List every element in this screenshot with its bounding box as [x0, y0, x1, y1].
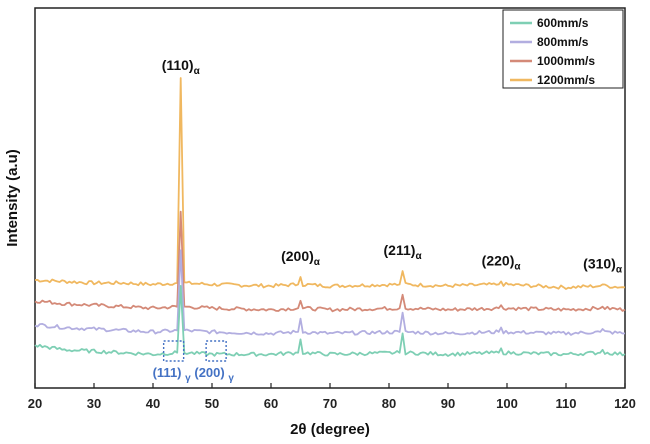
peak-label-subscript: α — [616, 264, 623, 275]
x-tick-label: 70 — [323, 396, 337, 411]
peak-label-subscript: α — [194, 66, 201, 77]
legend-entry: 800mm/s — [537, 35, 589, 49]
gamma-box — [162, 340, 185, 362]
x-tick-label: 30 — [87, 396, 101, 411]
series-line — [34, 285, 626, 357]
series-line — [34, 210, 626, 313]
gamma-annotations: (111) γ (200) γ — [153, 340, 234, 384]
peak-label: (110)α — [162, 57, 201, 77]
x-tick-label: 90 — [441, 396, 455, 411]
x-axis-title: 2θ (degree) — [290, 421, 370, 438]
peak-label: (200)α — [281, 248, 321, 268]
legend-entry: 1200mm/s — [537, 73, 595, 87]
legend-entry: 600mm/s — [537, 16, 589, 30]
x-tick-label: 40 — [146, 396, 160, 411]
x-tick-label: 110 — [556, 396, 577, 411]
x-tick-label: 100 — [496, 396, 518, 411]
y-axis-title: Intensity (a.u) — [4, 149, 21, 247]
x-tick-label: 20 — [28, 396, 42, 411]
x-tick-label: 120 — [614, 396, 636, 411]
gamma-label: (200) γ — [194, 365, 234, 384]
gamma-label-subscript: γ — [185, 373, 191, 384]
peak-annotations: (110)α (200)α (211)α (220)α (310)α — [162, 57, 623, 275]
gamma-box — [205, 340, 227, 362]
x-tick-label: 80 — [382, 396, 396, 411]
peak-label-subscript: α — [514, 261, 521, 272]
x-ticks: 20 30 40 50 60 70 80 90 100 110 120 — [28, 383, 636, 411]
series-line — [34, 77, 626, 290]
peak-label: (211)α — [384, 242, 423, 262]
x-tick-label: 50 — [205, 396, 219, 411]
gamma-label-subscript: γ — [228, 373, 234, 384]
legend: 600mm/s 800mm/s 1000mm/s 1200mm/s — [502, 9, 624, 89]
peak-label-subscript: α — [314, 257, 321, 268]
series-layer — [34, 77, 626, 357]
peak-label-subscript: α — [415, 251, 422, 262]
peak-label: (220)α — [482, 252, 522, 272]
series-line — [34, 249, 626, 336]
peak-label: (310)α — [583, 255, 623, 275]
x-tick-label: 60 — [264, 396, 278, 411]
legend-entry: 1000mm/s — [537, 54, 595, 68]
gamma-label: (111) γ — [153, 365, 192, 384]
